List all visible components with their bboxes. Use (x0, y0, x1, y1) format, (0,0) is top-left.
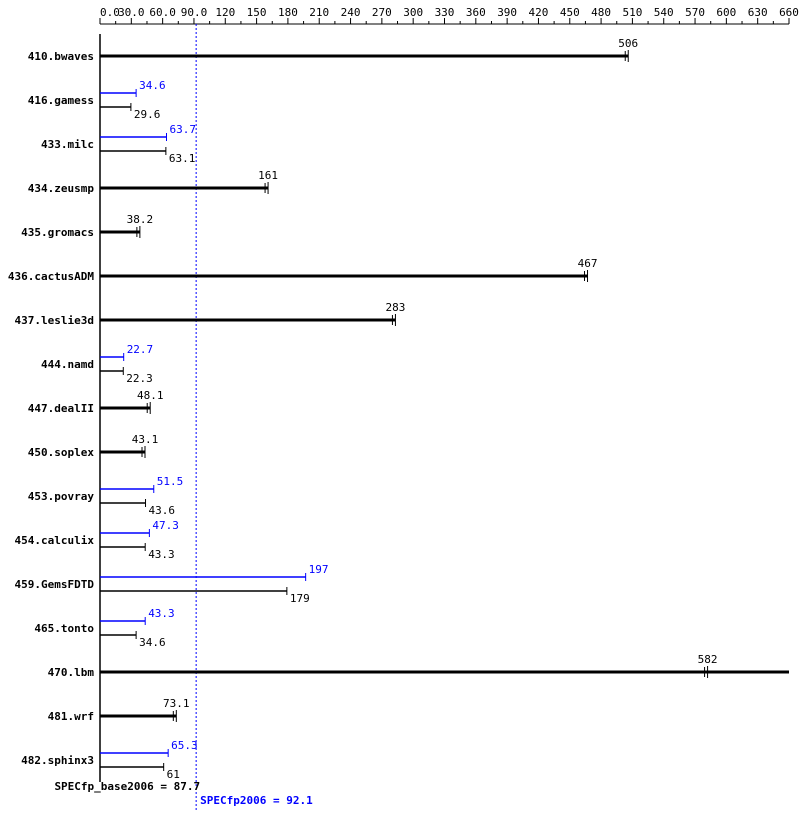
benchmark-label: 482.sphinx3 (21, 754, 94, 767)
benchmark-label: 450.soplex (28, 446, 95, 459)
axis-tick-label: 570 (685, 6, 705, 19)
value-label-base: 63.1 (169, 152, 196, 165)
axis-tick-label: 0.0 (100, 6, 120, 19)
benchmark-label: 435.gromacs (21, 226, 94, 239)
benchmark-label: 454.calculix (15, 534, 95, 547)
value-label-base: 467 (578, 257, 598, 270)
axis-tick-label: 90.0 (181, 6, 208, 19)
value-label-base: 43.6 (149, 504, 176, 517)
value-label-peak: 197 (309, 563, 329, 576)
value-label-peak: 34.6 (139, 79, 166, 92)
benchmark-label: 465.tonto (34, 622, 94, 635)
value-label-base: 43.3 (148, 548, 175, 561)
axis-tick-label: 540 (654, 6, 674, 19)
axis-tick-label: 60.0 (149, 6, 176, 19)
axis-tick-label: 600 (716, 6, 736, 19)
axis-tick-label: 360 (466, 6, 486, 19)
value-label-peak: 47.3 (152, 519, 179, 532)
benchmark-label: 444.namd (41, 358, 94, 371)
benchmark-label: 447.dealII (28, 402, 94, 415)
axis-tick-label: 120 (215, 6, 235, 19)
value-label-base: 34.6 (139, 636, 166, 649)
benchmark-label: 410.bwaves (28, 50, 94, 63)
value-label-peak: 51.5 (157, 475, 184, 488)
value-label-peak: 22.7 (127, 343, 153, 356)
value-label-base: 161 (258, 169, 278, 182)
value-label-base: 48.1 (137, 389, 164, 402)
axis-tick-label: 450 (560, 6, 580, 19)
benchmark-label: 459.GemsFDTD (15, 578, 95, 591)
axis-tick-label: 630 (748, 6, 768, 19)
value-label-peak: 43.3 (148, 607, 175, 620)
axis-tick-label: 30.0 (118, 6, 145, 19)
benchmark-label: 436.cactusADM (8, 270, 94, 283)
value-label-base: 582 (698, 653, 718, 666)
value-label-peak: 63.7 (169, 123, 196, 136)
axis-tick-label: 660 (779, 6, 799, 19)
axis-tick-label: 240 (341, 6, 361, 19)
value-label-base: 29.6 (134, 108, 161, 121)
benchmark-label: 437.leslie3d (15, 314, 94, 327)
value-label-base: 22.3 (126, 372, 153, 385)
spec-benchmark-chart: 0.030.0 60.0 90.0 120 150 180 210 240 270 300 330 3… (0, 0, 799, 831)
value-label-base: 283 (385, 301, 405, 314)
benchmark-label: 416.gamess (28, 94, 94, 107)
value-label-peak: 65.3 (171, 739, 198, 752)
axis-tick-label: 510 (622, 6, 642, 19)
summary-peak-label: SPECfp2006 = 92.1 (200, 794, 313, 807)
axis-tick-label: 150 (247, 6, 267, 19)
axis-tick-label: 300 (403, 6, 423, 19)
axis-tick-label: 270 (372, 6, 392, 19)
value-label-base: 43.1 (132, 433, 159, 446)
value-label-base: 73.1 (163, 697, 190, 710)
axis-tick-label: 330 (435, 6, 455, 19)
axis-tick-label: 390 (497, 6, 517, 19)
benchmark-label: 470.lbm (48, 666, 95, 679)
value-label-base: 506 (618, 37, 638, 50)
benchmark-label: 433.milc (41, 138, 94, 151)
benchmark-label: 481.wrf (48, 710, 94, 723)
value-label-base: 38.2 (127, 213, 154, 226)
benchmark-label: 434.zeusmp (28, 182, 95, 195)
axis-tick-label: 180 (278, 6, 298, 19)
value-label-base: 179 (290, 592, 310, 605)
benchmark-label: 453.povray (28, 490, 95, 503)
axis-tick-label: 420 (529, 6, 549, 19)
axis-tick-label: 210 (309, 6, 329, 19)
summary-base-label: SPECfp_base2006 = 87.7 (54, 780, 200, 793)
axis-tick-label: 480 (591, 6, 611, 19)
